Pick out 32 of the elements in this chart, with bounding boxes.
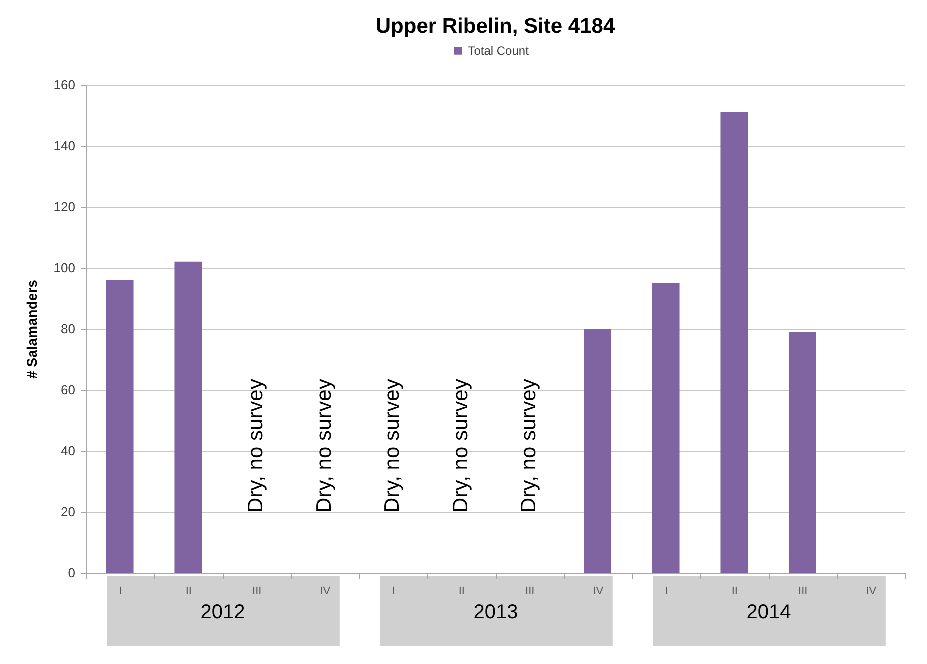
y-tick-label: 160 bbox=[54, 78, 76, 92]
x-tick-label: II bbox=[732, 586, 738, 598]
x-axis-title: 2012 bbox=[200, 602, 246, 624]
x-tick-label: I bbox=[665, 586, 668, 598]
x-tick-label: IV bbox=[866, 586, 878, 598]
y-tick-label: 0 bbox=[68, 566, 76, 580]
x-tick-label: IV bbox=[320, 586, 332, 598]
y-tick-label: 60 bbox=[61, 382, 76, 398]
x-tick-label: III bbox=[252, 586, 262, 598]
y-tick-label: 20 bbox=[61, 504, 76, 520]
y-tick-label: 80 bbox=[61, 322, 76, 336]
y-tick-label: 120 bbox=[54, 200, 76, 214]
y-tick-label: 140 bbox=[54, 138, 76, 154]
chart-title: Upper Ribelin, Site 4184 bbox=[376, 15, 616, 38]
y-tick-label: 100 bbox=[54, 260, 76, 276]
x-tick-label: II bbox=[186, 586, 192, 598]
x-axis-title: 2014 bbox=[746, 602, 792, 624]
y-axis-title: # Salamanders bbox=[24, 280, 40, 379]
x-tick-label: II bbox=[458, 586, 465, 598]
x-tick-label: III bbox=[798, 586, 808, 598]
legend-label: Total Count bbox=[468, 44, 530, 58]
text: Dry, no survey bbox=[449, 379, 472, 513]
x-axis-title: 2013 bbox=[474, 602, 518, 624]
y-tick-label: 40 bbox=[61, 444, 76, 458]
x-tick-label: III bbox=[526, 586, 535, 598]
x-tick-label: IV bbox=[593, 586, 604, 598]
x-tick-label: I bbox=[392, 586, 396, 598]
text: Dry, no survey bbox=[312, 379, 336, 513]
x-tick-label: I bbox=[119, 586, 122, 598]
text: Dry, no survey bbox=[381, 379, 404, 513]
text: Dry, no survey bbox=[244, 379, 268, 513]
text: Dry, no survey bbox=[518, 379, 541, 513]
